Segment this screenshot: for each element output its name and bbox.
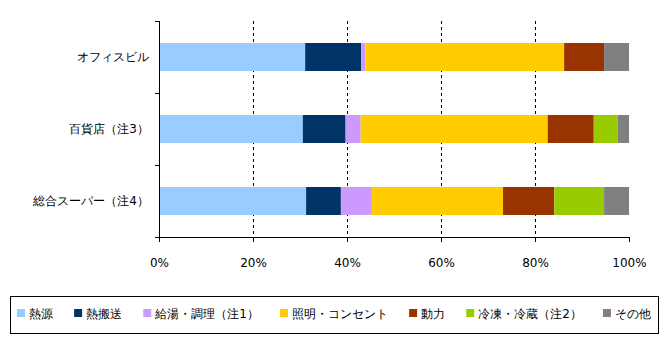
x-tick-label: 20% (240, 256, 267, 270)
bar-segment (306, 187, 341, 215)
bar-segment (372, 187, 503, 215)
legend-label: 給湯・調理（注1） (154, 307, 259, 321)
category-tick (155, 165, 159, 166)
legend-swatch (466, 309, 474, 317)
bar-segment (361, 43, 365, 71)
legend-label: 冷凍・冷蔵（注2） (478, 307, 582, 321)
bar-segment (604, 43, 629, 71)
bar-segment (361, 115, 548, 143)
bar-segment (159, 115, 303, 143)
legend-label: 熱源 (29, 307, 53, 321)
bar-segment (594, 115, 618, 143)
legend-swatch (17, 309, 25, 317)
bar-segment (604, 187, 629, 215)
bar-segment (564, 43, 604, 71)
x-tick-label: 40% (334, 256, 361, 270)
x-tick-label: 0% (150, 256, 169, 270)
bar-segment (159, 187, 306, 215)
bar-segment (346, 115, 361, 143)
legend-swatch (603, 309, 611, 317)
bar-segment (554, 187, 604, 215)
category-label: 百貨店（注3） (69, 122, 149, 136)
bar-segment (618, 115, 629, 143)
bars (159, 43, 629, 215)
category-tick (155, 237, 159, 238)
x-tick-label: 100% (612, 256, 646, 270)
bar-segment (365, 43, 564, 71)
x-tick (347, 237, 348, 242)
x-axis (159, 237, 629, 238)
legend-swatch (409, 309, 417, 317)
bar-segment (305, 43, 361, 71)
category-tick (155, 21, 159, 22)
bar-segment (303, 115, 346, 143)
bar-segment (341, 187, 372, 215)
category-label: オフィスビル (77, 50, 149, 64)
legend-swatch (280, 309, 288, 317)
legend-label: 熱搬送 (86, 307, 122, 321)
category-tick (155, 93, 159, 94)
legend-swatch (143, 309, 151, 317)
x-tick-label: 80% (522, 256, 549, 270)
category-label: 総合スーパー（注4） (32, 194, 149, 208)
bar-segment (548, 115, 594, 143)
y-axis (159, 21, 160, 237)
legend-label: 照明・コンセント (292, 307, 388, 321)
x-tick (159, 237, 160, 242)
legend-box (11, 297, 659, 334)
x-tick (629, 237, 630, 242)
bar-segment (503, 187, 554, 215)
x-tick (253, 237, 254, 242)
x-tick (441, 237, 442, 242)
chart: 0% 20% 40% 60% 80% 100% オフィスビル百貨店（注3） 総合スーパー（注4… (0, 0, 668, 345)
x-tick-label: 60% (428, 256, 455, 270)
legend-label: 動力 (421, 307, 445, 321)
bar-segment (159, 43, 305, 71)
legend-label: その他 (615, 307, 651, 321)
legend-swatch (74, 309, 82, 317)
x-tick (535, 237, 536, 242)
